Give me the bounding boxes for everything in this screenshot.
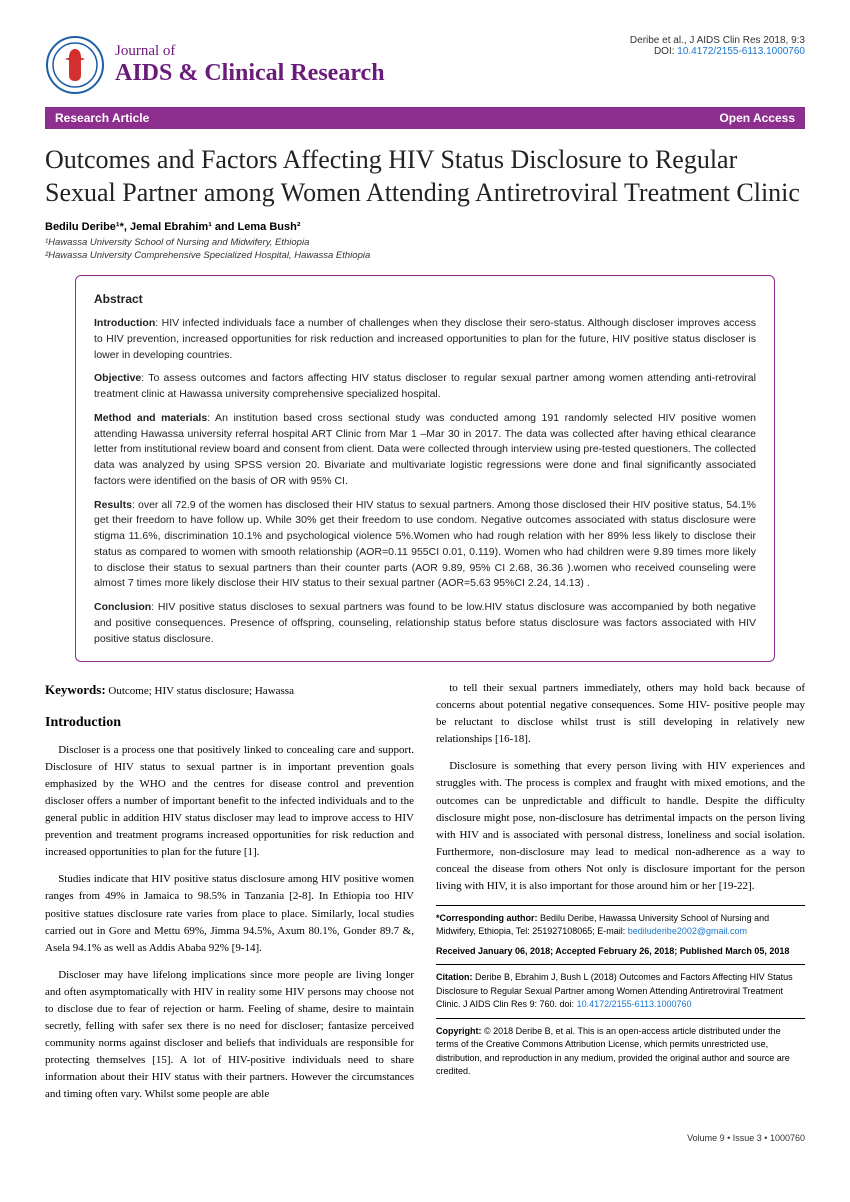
abs-text-objective: : To assess outcomes and factors affecti… [94, 372, 756, 400]
abs-text-conclusion: : HIV positive status discloses to sexua… [94, 601, 756, 645]
abs-label-conclusion: Conclusion [94, 601, 151, 613]
citation-block: Citation: Deribe B, Ebrahim J, Bush L (2… [436, 971, 805, 1012]
page: Journal of AIDS & Clinical Research Deri… [0, 0, 850, 1173]
separator-1 [436, 964, 805, 965]
header-left: Journal of AIDS & Clinical Research [45, 35, 385, 95]
article-title: Outcomes and Factors Affecting HIV Statu… [45, 144, 805, 209]
abs-text-intro: : HIV infected individuals face a number… [94, 317, 756, 361]
doi-line: DOI: 10.4172/2155-6113.1000760 [630, 46, 805, 57]
doi-link[interactable]: 10.4172/2155-6113.1000760 [677, 46, 805, 57]
header-citation: Deribe et al., J AIDS Clin Res 2018, 9:3… [630, 35, 805, 57]
body-columns: Keywords: Outcome; HIV status disclosure… [45, 680, 805, 1113]
keywords-text: Outcome; HIV status disclosure; Hawassa [106, 685, 294, 697]
journal-name: AIDS & Clinical Research [115, 60, 385, 86]
abstract-intro: Introduction: HIV infected individuals f… [94, 316, 756, 363]
page-footer: Volume 9 • Issue 3 • 1000760 [45, 1133, 805, 1143]
intro-para-5: Disclosure is something that every perso… [436, 758, 805, 894]
article-type-bar: Research Article Open Access [45, 107, 805, 129]
article-type: Research Article [55, 111, 149, 125]
header: Journal of AIDS & Clinical Research Deri… [45, 35, 805, 95]
intro-para-2: Studies indicate that HIV positive statu… [45, 871, 414, 956]
article-dates: Received January 06, 2018; Accepted Febr… [436, 945, 805, 959]
intro-para-4: to tell their sexual partners immediatel… [436, 680, 805, 748]
journal-logo-icon [45, 35, 105, 95]
abs-label-objective: Objective [94, 372, 141, 384]
copyright-text: © 2018 Deribe B, et al. This is an open-… [436, 1026, 790, 1077]
authors: Bedilu Deribe¹*, Jemal Ebrahim¹ and Lema… [45, 221, 805, 233]
citation-line: Deribe et al., J AIDS Clin Res 2018, 9:3 [630, 35, 805, 46]
abstract-conclusion: Conclusion: HIV positive status disclose… [94, 600, 756, 647]
abs-label-methods: Method and materials [94, 412, 207, 424]
corresponding-email[interactable]: bediluderibe2002@gmail.com [628, 926, 747, 936]
article-info-box: *Corresponding author: Bedilu Deribe, Ha… [436, 905, 805, 1079]
abstract-objective: Objective: To assess outcomes and factor… [94, 371, 756, 403]
dates-text: Received January 06, 2018; Accepted Febr… [436, 946, 789, 956]
column-left: Keywords: Outcome; HIV status disclosure… [45, 680, 414, 1113]
intro-para-1: Discloser is a process one that positive… [45, 742, 414, 861]
corresponding-label: *Corresponding author: [436, 913, 538, 923]
abstract-results: Results: over all 72.9 of the women has … [94, 498, 756, 593]
corresponding-author: *Corresponding author: Bedilu Deribe, Ha… [436, 912, 805, 939]
citation-label: Citation: [436, 972, 473, 982]
abstract-heading: Abstract [94, 290, 756, 308]
affiliation-2: ²Hawassa University Comprehensive Specia… [45, 250, 805, 261]
affiliation-1: ¹Hawassa University School of Nursing an… [45, 237, 805, 248]
journal-title-block: Journal of AIDS & Clinical Research [115, 43, 385, 86]
journal-of-label: Journal of [115, 43, 385, 60]
introduction-heading: Introduction [45, 712, 414, 734]
column-right: to tell their sexual partners immediatel… [436, 680, 805, 1113]
abs-label-intro: Introduction [94, 317, 155, 329]
citation-doi-link[interactable]: 10.4172/2155-6113.1000760 [577, 999, 692, 1009]
keywords-line: Keywords: Outcome; HIV status disclosure… [45, 680, 414, 700]
separator-2 [436, 1018, 805, 1019]
intro-para-3: Discloser may have lifelong implications… [45, 967, 414, 1103]
abstract-box: Abstract Introduction: HIV infected indi… [75, 275, 775, 662]
abs-label-results: Results [94, 499, 132, 511]
open-access-label: Open Access [719, 111, 795, 125]
abs-text-results: : over all 72.9 of the women has disclos… [94, 499, 756, 590]
keywords-label: Keywords: [45, 682, 106, 697]
abstract-methods: Method and materials: An institution bas… [94, 411, 756, 490]
copyright-label: Copyright: [436, 1026, 482, 1036]
doi-label: DOI: [654, 46, 677, 57]
copyright-block: Copyright: © 2018 Deribe B, et al. This … [436, 1025, 805, 1079]
